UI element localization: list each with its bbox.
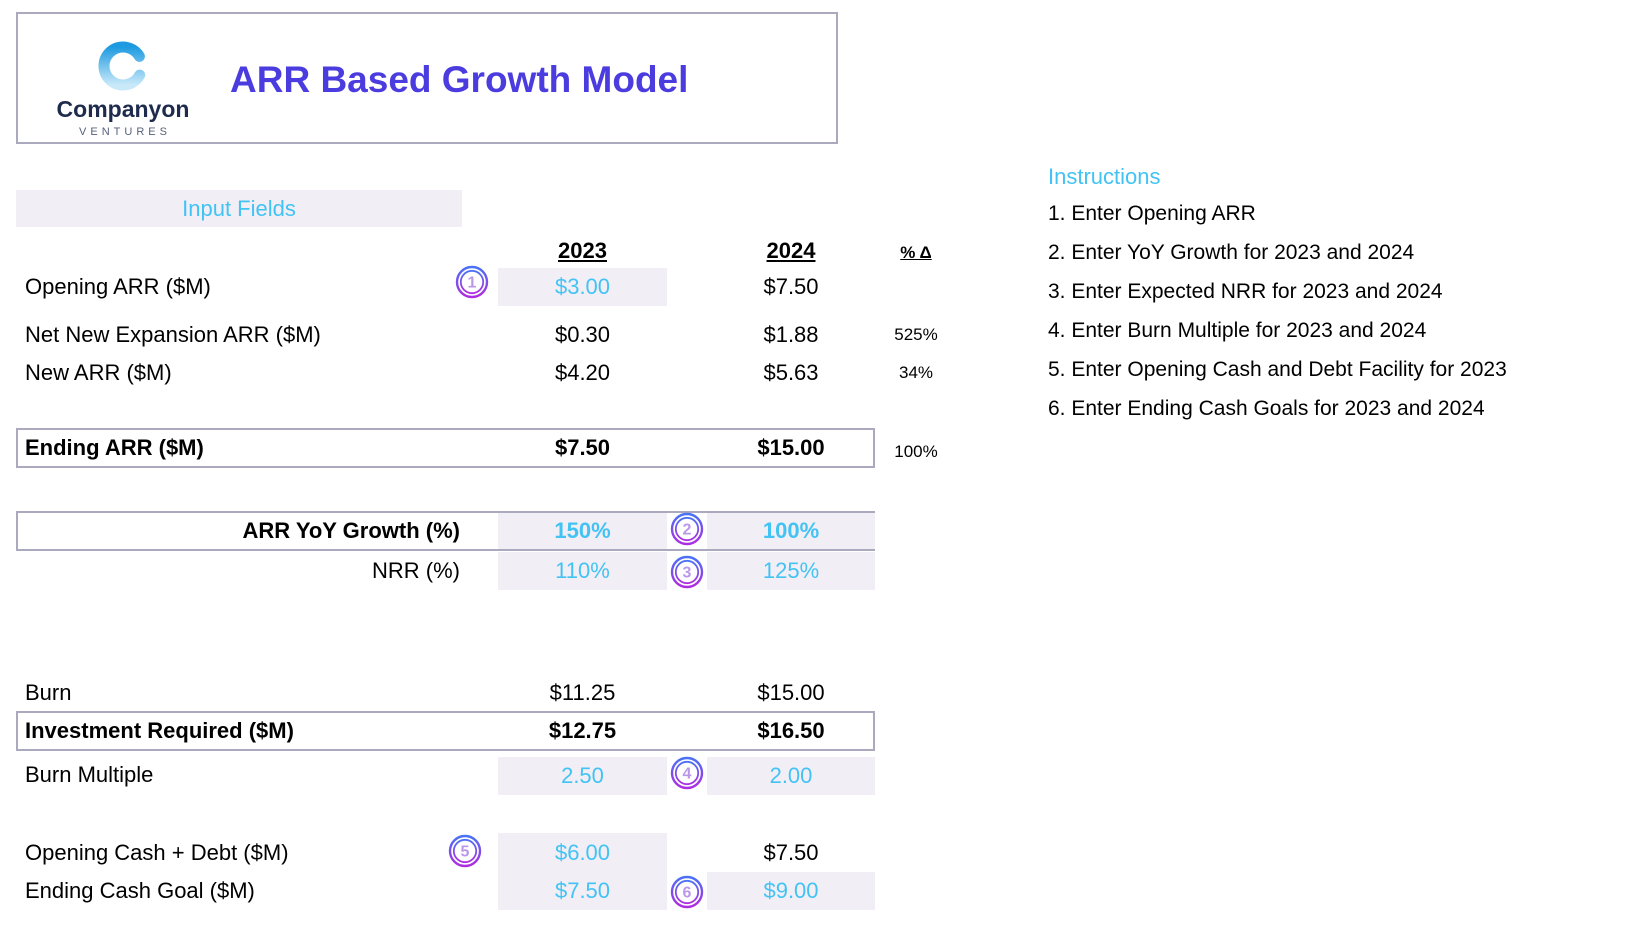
- cell-burn-multiple-2024[interactable]: 2.00: [707, 757, 875, 795]
- cell-arr-yoy-growth-2024[interactable]: 100%: [707, 513, 875, 549]
- row-label-new-arr: New ARR ($M): [25, 360, 172, 385]
- cell-opening-arr-2023[interactable]: $3.00: [498, 268, 667, 306]
- instruction-item-4: 4. Enter Burn Multiple for 2023 and 2024: [1048, 319, 1427, 342]
- row-label-burn: Burn: [25, 680, 72, 705]
- row-label-arr-yoy-growth: ARR YoY Growth (%): [242, 518, 460, 543]
- investment-required-box: [16, 711, 875, 751]
- row-label-net-new-expansion-arr: Net New Expansion ARR ($M): [25, 322, 321, 347]
- cell-investment-required-2023: $12.75: [548, 718, 617, 743]
- cell-new-arr-2023: $4.20: [554, 360, 611, 385]
- cell-ending-cash-goal-2024[interactable]: $9.00: [763, 878, 819, 903]
- input-marker-5-icon: 5: [448, 834, 482, 868]
- instruction-item-5: 5. Enter Opening Cash and Debt Facility …: [1048, 358, 1507, 381]
- cell-burn-2024: $15.00: [757, 680, 825, 705]
- ending-arr-box: [16, 428, 875, 468]
- input-marker-1-number: 1: [468, 275, 477, 292]
- header-box: Companyon VENTURES ARR Based Growth Mode…: [16, 12, 838, 144]
- cell-opening-cash-debt-2024: $7.50: [763, 840, 819, 865]
- input-marker-5-number: 5: [461, 844, 470, 861]
- cell-net-new-expansion-2024: $1.88: [763, 322, 819, 347]
- input-marker-1-icon: 1: [455, 265, 489, 299]
- cell-arr-yoy-growth-2023[interactable]: 150%: [498, 513, 667, 549]
- input-marker-2-icon: 2: [670, 512, 704, 546]
- input-marker-6-number: 6: [683, 885, 692, 902]
- input-marker-3-icon: 3: [670, 555, 704, 589]
- cell-burn-2023: $11.25: [549, 680, 616, 705]
- row-label-opening-arr: Opening ARR ($M): [25, 274, 211, 299]
- cell-net-new-expansion-pct-delta: 525%: [894, 325, 938, 344]
- input-marker-3-number: 3: [683, 565, 692, 582]
- row-label-ending-cash-goal: Ending Cash Goal ($M): [25, 878, 255, 903]
- instruction-item-3: 3. Enter Expected NRR for 2023 and 2024: [1048, 280, 1443, 303]
- cell-investment-required-2024: $16.50: [757, 718, 825, 743]
- logo-name: Companyon: [56, 96, 190, 122]
- row-label-burn-multiple: Burn Multiple: [25, 762, 154, 787]
- row-label-ending-arr: Ending ARR ($M): [25, 435, 204, 460]
- highlight-block-cash-2023: [498, 833, 667, 910]
- input-fields-label: Input Fields: [182, 196, 296, 221]
- cell-new-arr-2024: $5.63: [763, 360, 819, 385]
- input-fields-banner: Input Fields: [16, 190, 462, 227]
- column-header-2024: 2024: [766, 238, 816, 263]
- column-header-2023: 2023: [558, 238, 607, 263]
- instruction-item-1: 1. Enter Opening ARR: [1048, 202, 1256, 225]
- page-title: ARR Based Growth Model: [230, 59, 689, 100]
- row-label-investment-required: Investment Required ($M): [25, 718, 294, 743]
- cell-nrr-2024[interactable]: 125%: [707, 552, 875, 590]
- row-label-nrr: NRR (%): [372, 558, 460, 583]
- cell-new-arr-pct-delta: 34%: [898, 363, 934, 382]
- input-marker-2-number: 2: [683, 522, 692, 539]
- input-marker-6-icon: 6: [670, 875, 704, 909]
- cell-ending-arr-2024: $15.00: [757, 435, 825, 460]
- cell-net-new-expansion-2023: $0.30: [554, 322, 611, 347]
- cell-ending-cash-goal-2023[interactable]: $7.50: [554, 878, 611, 903]
- cell-nrr-2023[interactable]: 110%: [498, 552, 667, 590]
- instruction-item-2: 2. Enter YoY Growth for 2023 and 2024: [1048, 241, 1415, 264]
- column-header-pct-delta: % Δ: [900, 243, 932, 262]
- input-marker-4-icon: 4: [670, 756, 704, 790]
- cell-opening-arr-2024: $7.50: [763, 274, 819, 299]
- cell-ending-arr-pct-delta: 100%: [894, 442, 938, 461]
- instruction-item-6: 6. Enter Ending Cash Goals for 2023 and …: [1048, 397, 1485, 420]
- input-marker-4-number: 4: [683, 766, 692, 783]
- instructions-title: Instructions: [1048, 164, 1161, 189]
- cell-opening-cash-debt-2023[interactable]: $6.00: [554, 840, 611, 865]
- cell-ending-arr-2023: $7.50: [554, 435, 611, 460]
- row-label-opening-cash-debt: Opening Cash + Debt ($M): [25, 840, 289, 865]
- highlight-block-cash-2024: [707, 872, 875, 910]
- logo-subtitle: VENTURES: [79, 126, 171, 138]
- cell-burn-multiple-2023[interactable]: 2.50: [498, 757, 667, 795]
- companyon-logo: Companyon VENTURES: [48, 28, 198, 146]
- companyon-logo-icon: [98, 41, 148, 91]
